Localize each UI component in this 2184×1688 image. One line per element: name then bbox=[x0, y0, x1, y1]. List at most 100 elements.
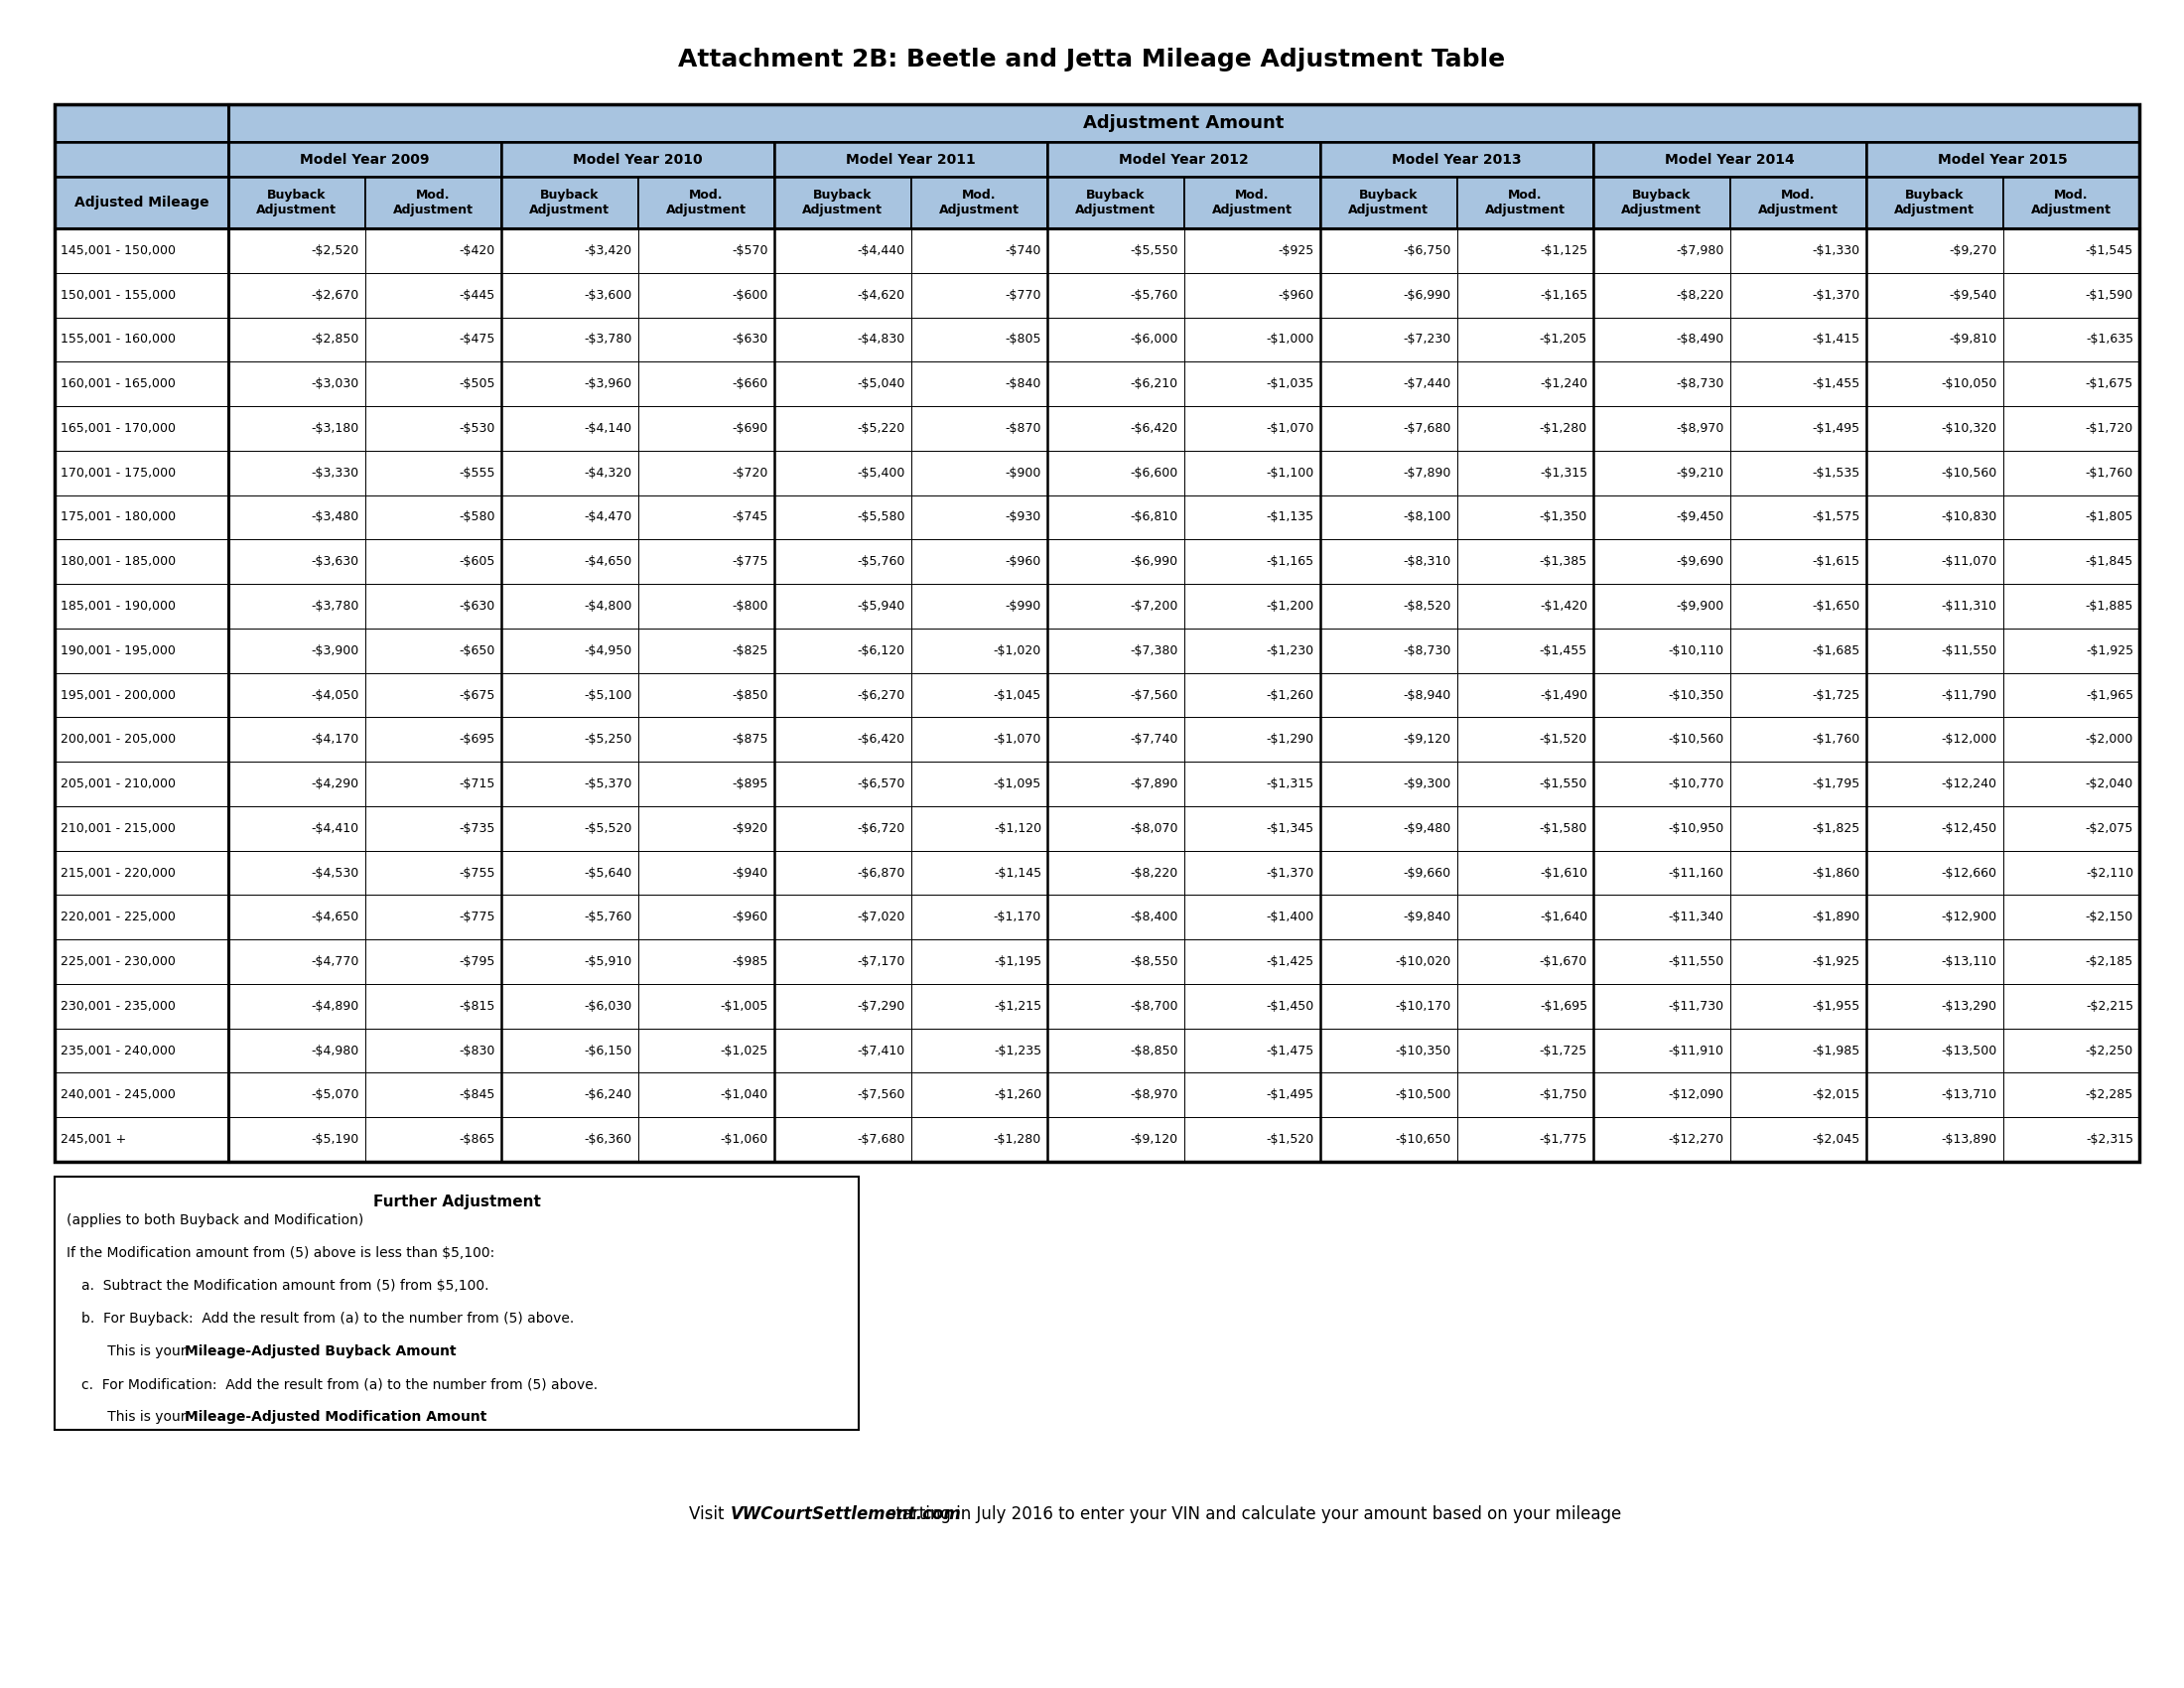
Text: -$5,400: -$5,400 bbox=[856, 466, 904, 479]
Bar bbox=[1730, 807, 1867, 851]
Bar bbox=[775, 984, 911, 1028]
Bar bbox=[638, 761, 775, 807]
Text: -$2,670: -$2,670 bbox=[310, 289, 358, 302]
Text: -$3,900: -$3,900 bbox=[310, 645, 358, 657]
Bar bbox=[1594, 1117, 1730, 1161]
Bar bbox=[1457, 1117, 1594, 1161]
Bar bbox=[55, 761, 229, 807]
Bar bbox=[1184, 1117, 1321, 1161]
Text: -$3,630: -$3,630 bbox=[310, 555, 358, 569]
Bar bbox=[502, 717, 638, 761]
Bar bbox=[229, 540, 365, 584]
Bar bbox=[775, 1074, 911, 1117]
Text: Buyback
Adjustment: Buyback Adjustment bbox=[256, 189, 336, 216]
Bar bbox=[1594, 1028, 1730, 1074]
Text: -$7,020: -$7,020 bbox=[856, 912, 904, 923]
Bar bbox=[911, 761, 1048, 807]
Text: -$1,795: -$1,795 bbox=[1813, 778, 1861, 790]
Bar bbox=[638, 851, 775, 895]
Text: -$3,780: -$3,780 bbox=[583, 333, 631, 346]
Text: -$2,185: -$2,185 bbox=[2086, 955, 2134, 969]
Bar bbox=[365, 273, 502, 317]
Text: -$555: -$555 bbox=[459, 466, 496, 479]
Bar bbox=[911, 674, 1048, 717]
Bar bbox=[229, 674, 365, 717]
Text: -$10,320: -$10,320 bbox=[1942, 422, 1996, 436]
Text: -$5,550: -$5,550 bbox=[1129, 245, 1177, 257]
Bar bbox=[55, 361, 229, 407]
Bar bbox=[1184, 1028, 1321, 1074]
Text: -$630: -$630 bbox=[459, 599, 496, 613]
Bar bbox=[775, 228, 911, 273]
Text: -$10,950: -$10,950 bbox=[1669, 822, 1723, 836]
Text: -$770: -$770 bbox=[1005, 289, 1042, 302]
Bar bbox=[55, 1177, 858, 1430]
Text: -$4,800: -$4,800 bbox=[583, 599, 631, 613]
Bar bbox=[365, 984, 502, 1028]
Text: -$8,970: -$8,970 bbox=[1129, 1089, 1177, 1102]
Bar bbox=[502, 361, 638, 407]
Bar bbox=[1457, 674, 1594, 717]
Text: Mod.
Adjustment: Mod. Adjustment bbox=[1212, 189, 1293, 216]
Text: This is your: This is your bbox=[81, 1344, 190, 1359]
Text: -$675: -$675 bbox=[459, 689, 496, 702]
Bar bbox=[775, 807, 911, 851]
Bar bbox=[775, 1028, 911, 1074]
Bar bbox=[1867, 1028, 2003, 1074]
Bar bbox=[1594, 940, 1730, 984]
Text: -$6,030: -$6,030 bbox=[583, 999, 631, 1013]
Bar bbox=[1457, 851, 1594, 895]
Bar bbox=[911, 540, 1048, 584]
Bar bbox=[365, 495, 502, 540]
Bar bbox=[1184, 761, 1321, 807]
Bar bbox=[1867, 895, 2003, 940]
Text: -$1,885: -$1,885 bbox=[2086, 599, 2134, 613]
Bar bbox=[1321, 317, 1457, 361]
Bar bbox=[1594, 177, 1730, 228]
Text: -$13,110: -$13,110 bbox=[1942, 955, 1996, 969]
Bar bbox=[365, 1117, 502, 1161]
Text: -$9,450: -$9,450 bbox=[1675, 511, 1723, 523]
Text: -$10,110: -$10,110 bbox=[1669, 645, 1723, 657]
Bar bbox=[775, 761, 911, 807]
Text: -$875: -$875 bbox=[732, 733, 769, 746]
Text: -$1,045: -$1,045 bbox=[994, 689, 1042, 702]
Bar bbox=[1048, 317, 1184, 361]
Bar bbox=[1594, 807, 1730, 851]
Bar bbox=[1457, 1074, 1594, 1117]
Text: -$6,720: -$6,720 bbox=[856, 822, 904, 836]
Text: -$690: -$690 bbox=[732, 422, 769, 436]
Text: -$1,260: -$1,260 bbox=[1267, 689, 1315, 702]
Bar bbox=[1594, 761, 1730, 807]
Bar bbox=[1867, 1117, 2003, 1161]
Bar bbox=[55, 1117, 229, 1161]
Bar bbox=[365, 1074, 502, 1117]
Bar bbox=[365, 628, 502, 674]
Text: -$4,980: -$4,980 bbox=[310, 1045, 358, 1057]
Bar bbox=[2003, 361, 2140, 407]
Bar bbox=[1457, 495, 1594, 540]
Bar bbox=[502, 317, 638, 361]
Text: -$7,980: -$7,980 bbox=[1675, 245, 1723, 257]
Bar bbox=[1048, 1028, 1184, 1074]
Text: -$8,310: -$8,310 bbox=[1402, 555, 1450, 569]
Bar bbox=[1321, 674, 1457, 717]
Bar bbox=[502, 1117, 638, 1161]
Text: -$830: -$830 bbox=[459, 1045, 496, 1057]
Bar bbox=[1867, 761, 2003, 807]
Text: -$1,670: -$1,670 bbox=[1540, 955, 1588, 969]
Text: Model Year 2015: Model Year 2015 bbox=[1937, 152, 2068, 167]
Text: 155,001 - 160,000: 155,001 - 160,000 bbox=[61, 333, 175, 346]
Bar bbox=[502, 177, 638, 228]
Bar bbox=[638, 674, 775, 717]
Text: -$1,370: -$1,370 bbox=[1813, 289, 1861, 302]
Bar bbox=[1730, 895, 1867, 940]
Text: -$1,280: -$1,280 bbox=[994, 1133, 1042, 1146]
Text: -$1,450: -$1,450 bbox=[1267, 999, 1315, 1013]
Text: -$9,690: -$9,690 bbox=[1675, 555, 1723, 569]
Bar bbox=[1867, 540, 2003, 584]
Bar bbox=[2003, 1117, 2140, 1161]
Bar bbox=[775, 273, 911, 317]
Bar bbox=[1730, 407, 1867, 451]
Bar bbox=[1867, 851, 2003, 895]
